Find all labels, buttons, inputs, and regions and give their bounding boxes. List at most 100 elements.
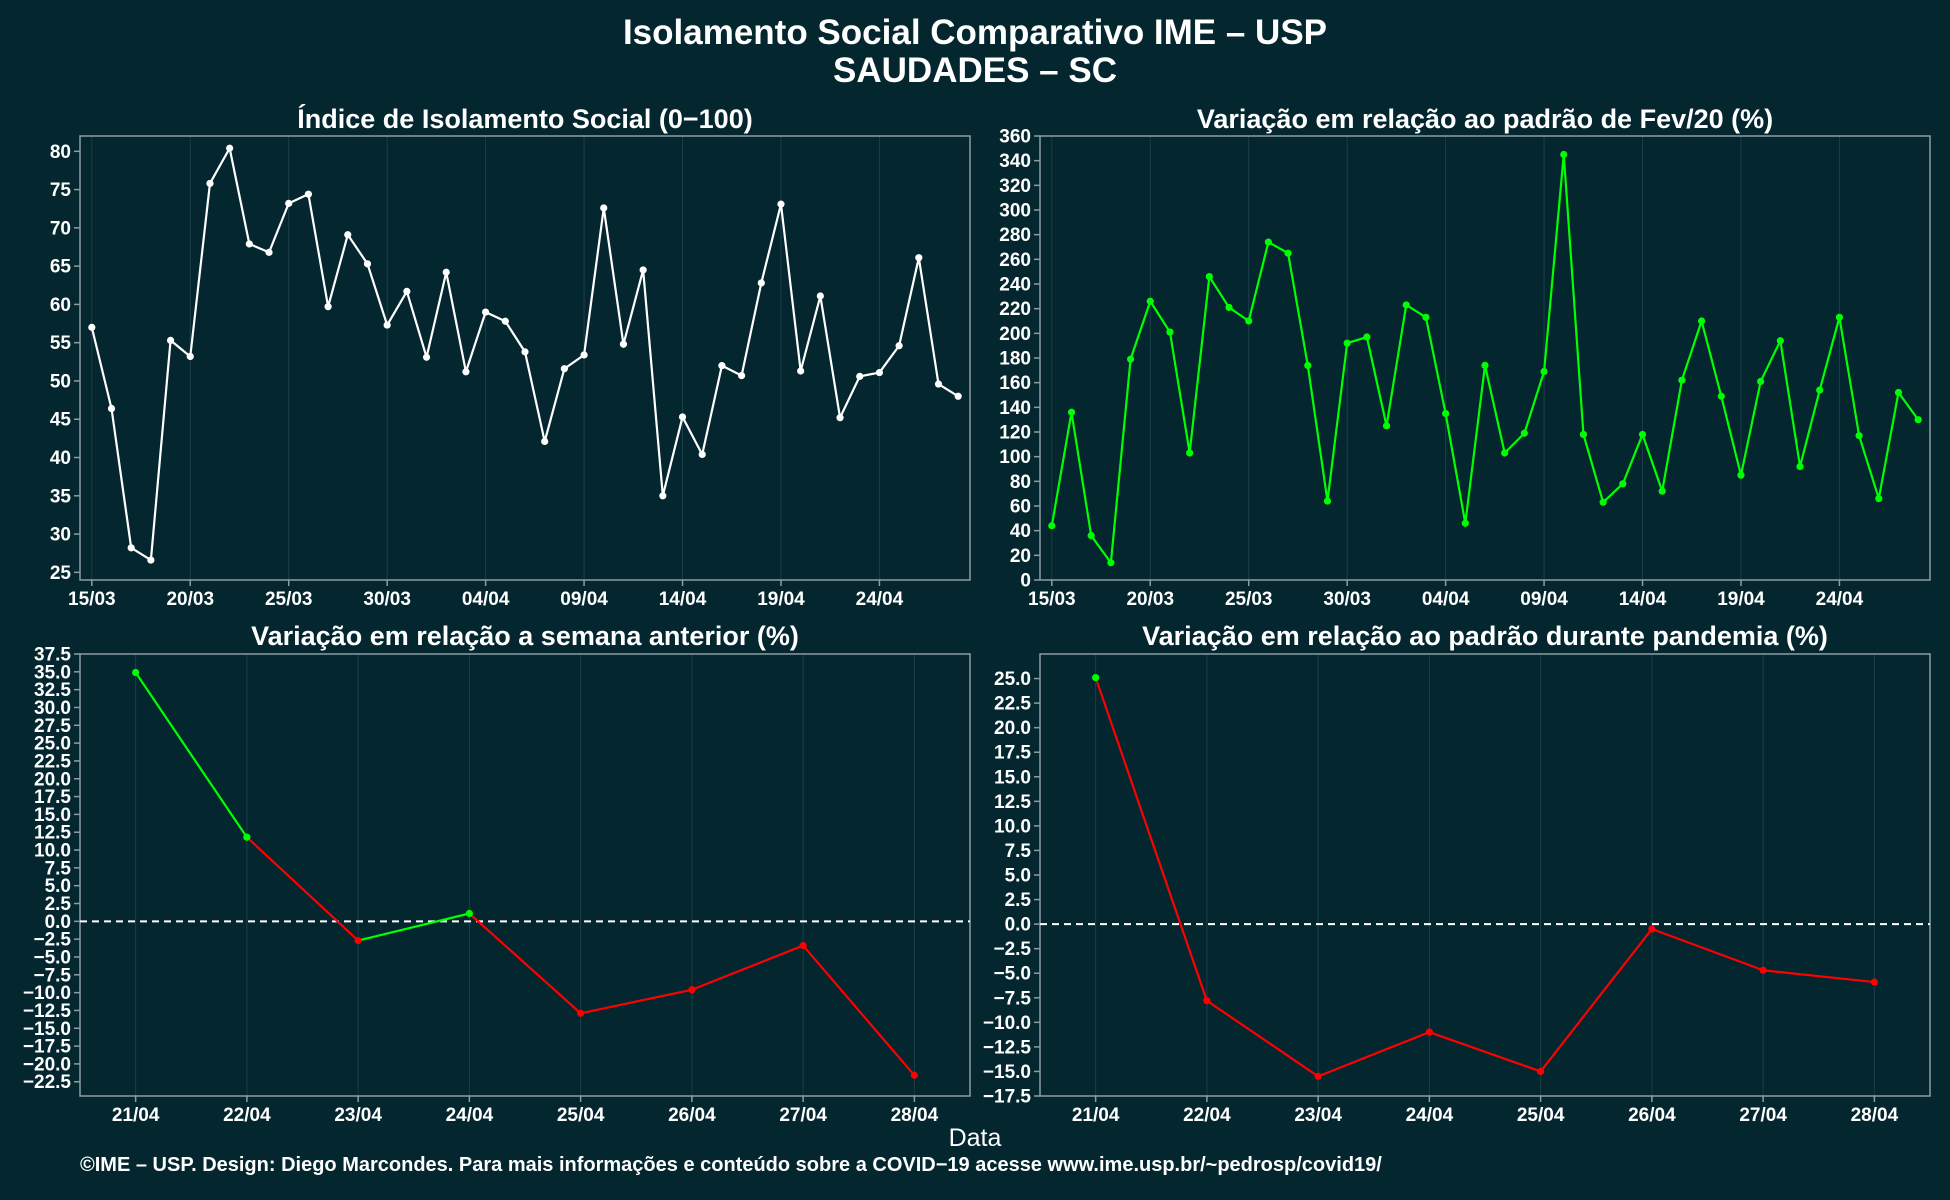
data-point [799, 941, 807, 950]
data-point [243, 833, 251, 841]
series-segment [1206, 999, 1319, 1078]
y-tick-label: 35 [50, 486, 72, 507]
data-point [304, 190, 313, 198]
y-tick-label: 260 [999, 250, 1031, 271]
x-tick-label: 24/04 [1406, 1105, 1454, 1126]
data-point [1264, 238, 1273, 246]
data-point [678, 413, 687, 421]
data-point [1205, 273, 1213, 281]
y-tick-label: 0.0 [45, 912, 71, 933]
series-segment [357, 912, 470, 942]
x-tick-label: 30/03 [363, 589, 411, 610]
data-point [659, 492, 667, 500]
data-point [1894, 388, 1903, 397]
panel-title: Variação em relação a semana anterior (%… [251, 621, 799, 651]
y-tick-label: 320 [999, 176, 1031, 197]
y-tick-label: 20.0 [994, 718, 1031, 739]
y-tick-label: −7.5 [33, 965, 71, 986]
y-tick-label: 40 [50, 448, 71, 469]
y-tick-label: 100 [999, 447, 1031, 468]
x-tick-label: 21/04 [112, 1105, 160, 1126]
y-tick-label: −2.5 [33, 930, 71, 951]
data-point [324, 303, 332, 311]
x-tick-label: 21/04 [1072, 1105, 1120, 1126]
y-tick-label: 10.0 [34, 841, 71, 862]
data-point [954, 392, 962, 400]
data-point [186, 352, 194, 361]
data-point [1855, 432, 1863, 440]
data-point [1560, 150, 1568, 159]
y-tick-label: 25.0 [994, 669, 1031, 690]
x-tick-label: 25/03 [265, 589, 313, 610]
data-point [797, 367, 805, 375]
data-point [757, 279, 765, 287]
data-point [1048, 522, 1056, 530]
data-point [619, 340, 628, 348]
panel-border [1039, 653, 1931, 1097]
y-tick-label: 240 [999, 275, 1031, 296]
x-tick-label: 24/04 [446, 1105, 494, 1126]
footer-credits: ©IME – USP. Design: Diego Marcondes. Par… [80, 1154, 1382, 1176]
data-point [1126, 355, 1135, 363]
panel-title: Variação em relação ao padrão durante pa… [1142, 621, 1828, 651]
y-tick-label: 0.0 [1005, 915, 1031, 936]
series-segment [468, 912, 582, 1015]
data-point [206, 179, 214, 188]
data-point [1579, 430, 1588, 439]
data-point [132, 668, 140, 677]
series-segment [1539, 928, 1653, 1073]
y-tick-label: −10.0 [983, 1013, 1031, 1034]
figure-subtitle: SAUDADES – SC [833, 51, 1117, 90]
y-tick-label: 22.5 [34, 751, 71, 772]
y-tick-label: 55 [50, 333, 72, 354]
y-tick-label: 37.5 [34, 645, 71, 666]
data-point [1501, 449, 1509, 457]
series-segment [134, 671, 248, 838]
data-point [1816, 386, 1824, 394]
data-point [1304, 361, 1312, 369]
data-point [1776, 337, 1784, 345]
y-tick-label: 160 [999, 373, 1031, 394]
series-segment [1094, 677, 1208, 1002]
y-tick-label: −12.5 [983, 1037, 1032, 1058]
data-point [1599, 498, 1607, 506]
y-tick-label: −7.5 [993, 988, 1031, 1009]
data-point [560, 365, 568, 373]
data-point [1537, 1067, 1545, 1076]
y-tick-label: −22.5 [23, 1072, 72, 1093]
y-tick-label: −15.0 [23, 1019, 71, 1040]
data-point [1835, 313, 1844, 321]
series-segment [580, 988, 693, 1015]
data-point [501, 317, 509, 325]
x-tick-label: 25/03 [1225, 589, 1273, 610]
data-point [1146, 297, 1154, 305]
data-point [1323, 497, 1332, 505]
y-tick-label: 2.5 [45, 894, 72, 915]
y-tick-label: −20.0 [23, 1054, 71, 1075]
x-tick-label: 25/04 [557, 1105, 605, 1126]
x-tick-label: 23/04 [1294, 1105, 1342, 1126]
data-point [363, 260, 372, 268]
series-line [1050, 153, 1920, 564]
x-tick-label: 04/04 [462, 589, 510, 610]
x-tick-label: 22/04 [1183, 1105, 1231, 1126]
data-point [1737, 471, 1745, 479]
series-segment [246, 836, 359, 942]
data-point [639, 266, 647, 274]
data-point [1425, 1028, 1433, 1036]
data-point [688, 986, 696, 994]
y-tick-label: 120 [999, 423, 1031, 444]
y-tick-label: 0 [1020, 571, 1031, 592]
data-point [1166, 328, 1174, 336]
y-tick-label: 360 [999, 127, 1031, 148]
data-point [1461, 519, 1469, 527]
panel-title: Índice de Isolamento Social (0−100) [297, 103, 752, 134]
x-tick-label: 04/04 [1422, 589, 1470, 610]
series-segment [691, 944, 804, 991]
x-tick-label: 15/03 [1028, 589, 1076, 610]
y-tick-label: 60 [50, 295, 71, 316]
data-point [1314, 1072, 1322, 1080]
y-tick-label: 60 [1010, 497, 1031, 518]
data-point [245, 240, 253, 248]
